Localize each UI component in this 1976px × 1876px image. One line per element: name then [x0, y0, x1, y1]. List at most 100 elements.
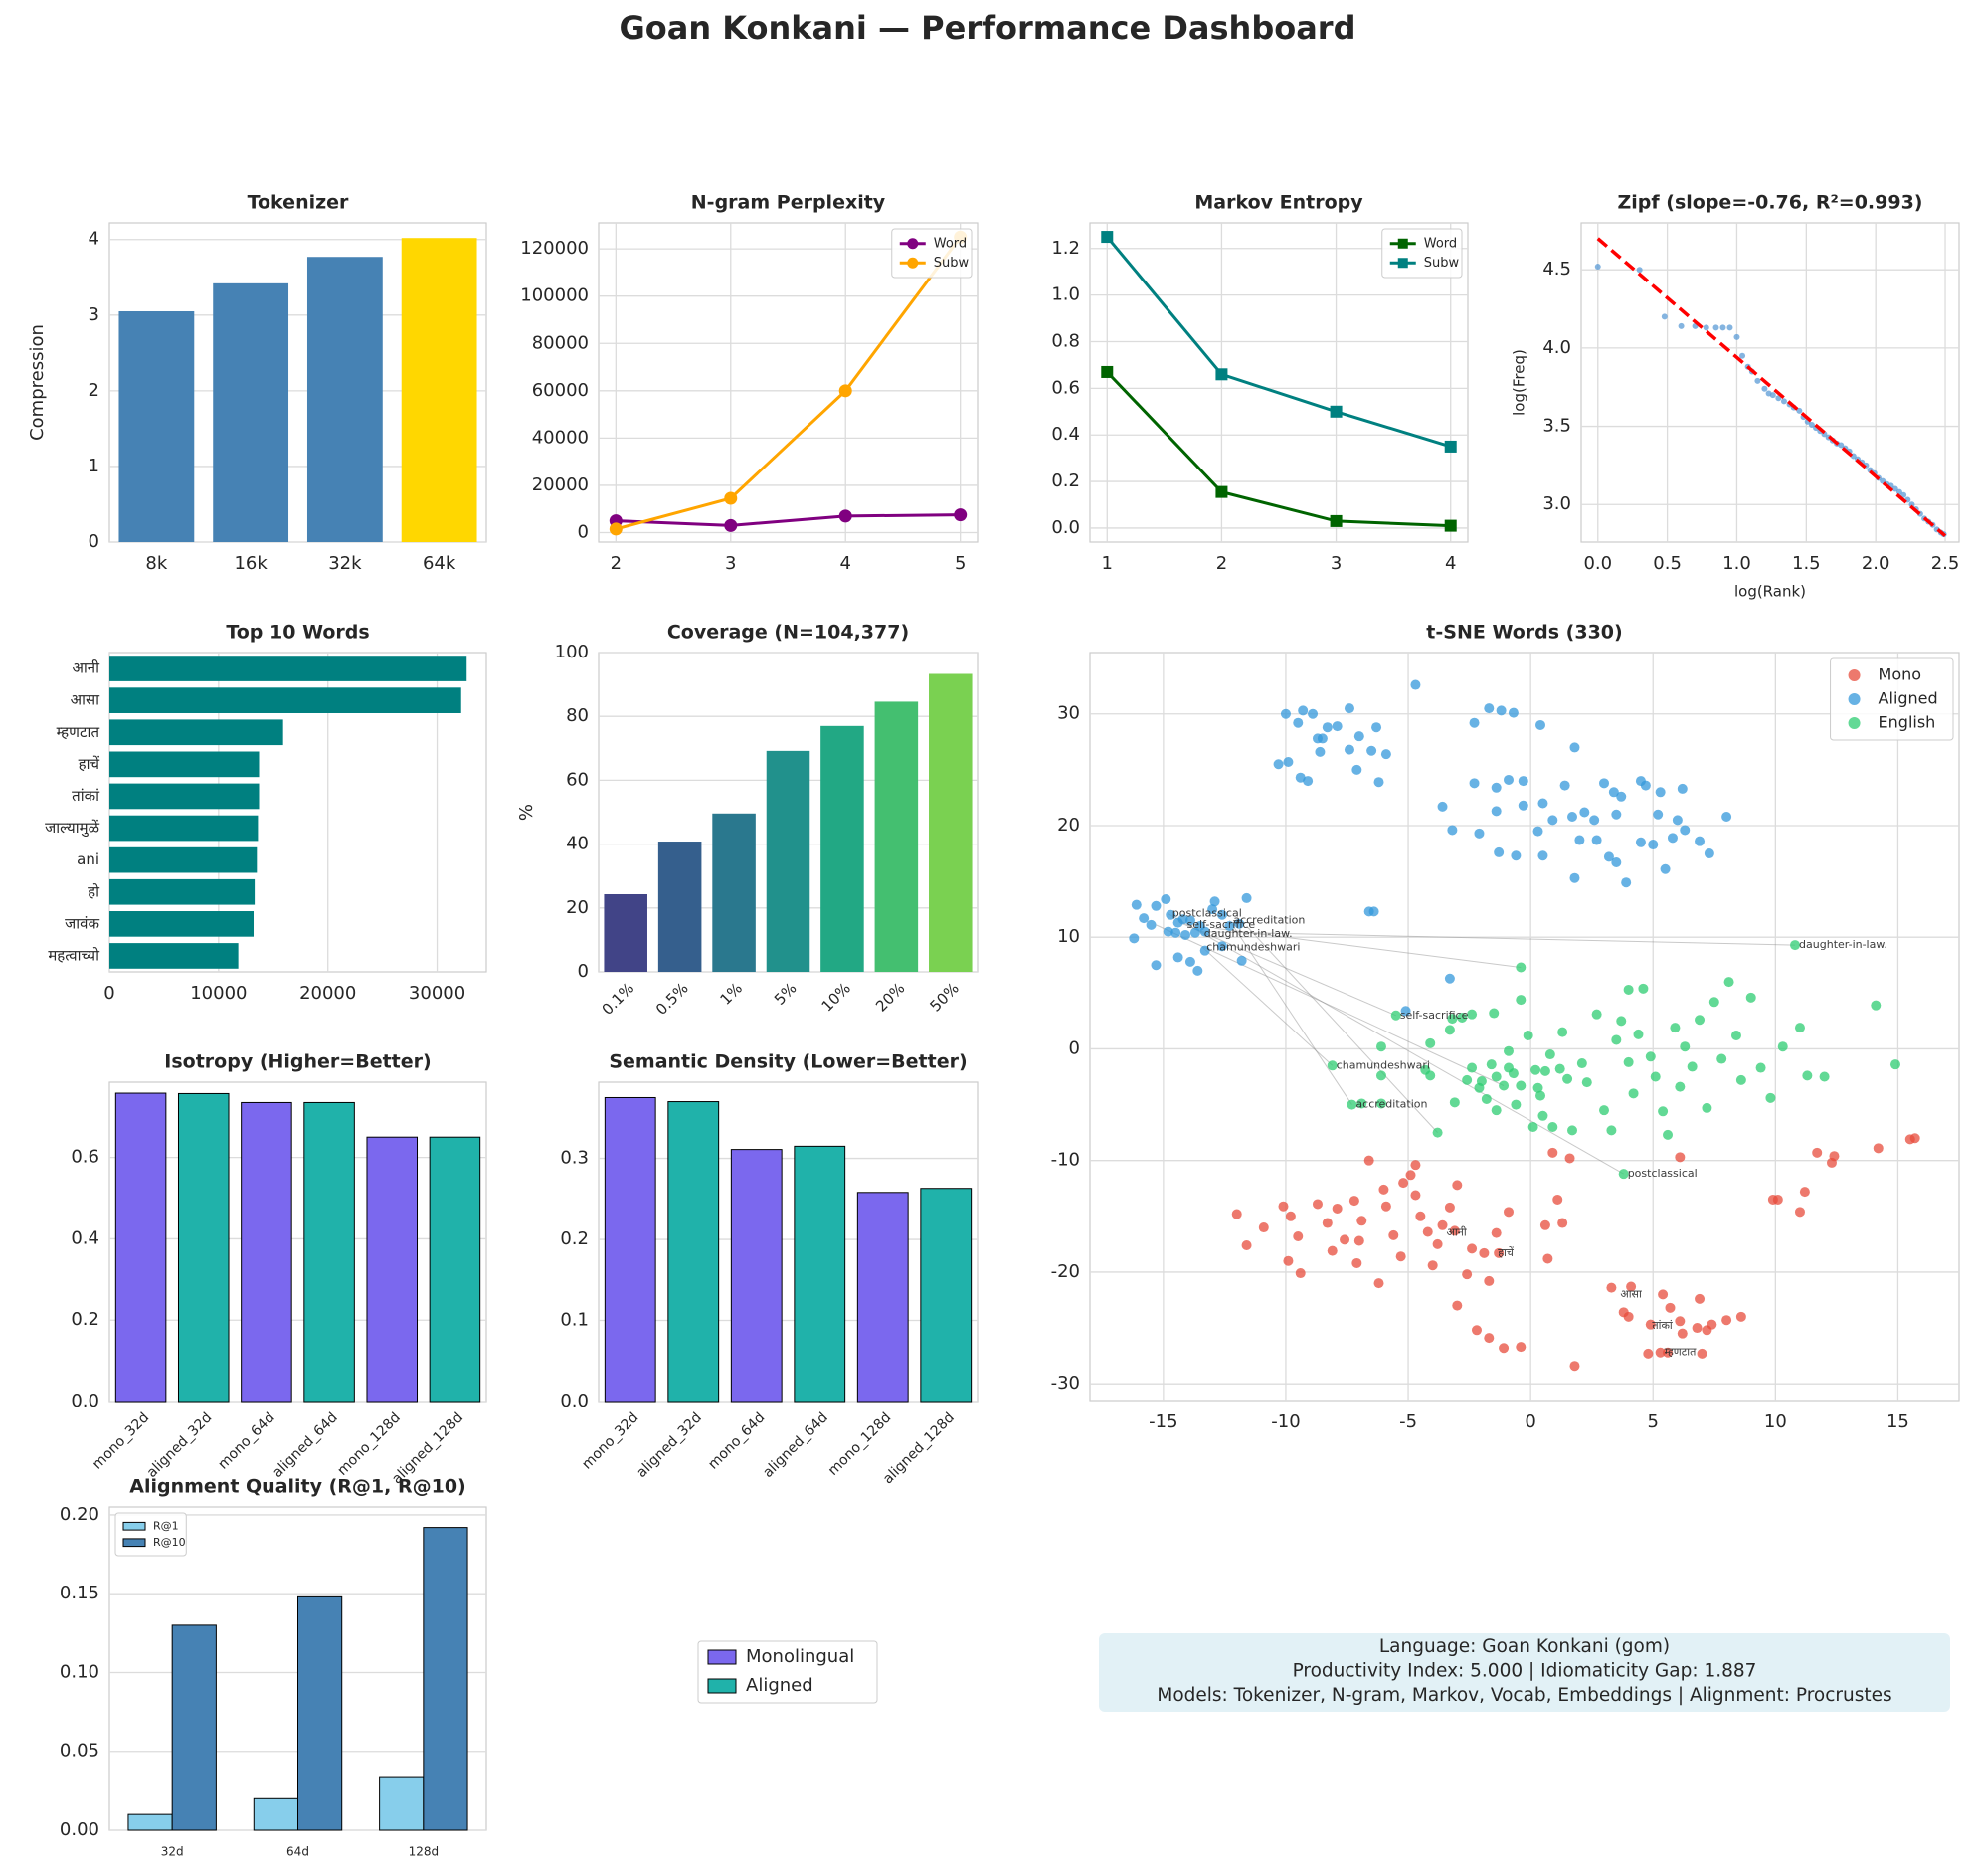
point — [1723, 977, 1734, 988]
point — [1569, 742, 1580, 753]
bar — [766, 750, 810, 972]
chart-panel: Markov Entropy 0.0 0.2 0.4 0.6 0.8 1.0 1.2 1 2 3 4 W… — [1051, 192, 1469, 574]
point — [1199, 926, 1210, 937]
alignment-link — [1201, 946, 1334, 1066]
x-tick-label: 5 — [1648, 1411, 1659, 1432]
bar — [109, 719, 283, 746]
y-tick-label: तांकां — [72, 787, 100, 805]
y-tick-label: 0.2 — [1051, 470, 1080, 491]
point — [1180, 929, 1191, 940]
point — [1285, 1211, 1296, 1221]
point — [1726, 324, 1733, 331]
x-tick-label: 32d — [161, 1845, 184, 1859]
y-tick-label: -30 — [1051, 1373, 1080, 1394]
point-annotation: self-sacrifice — [1400, 1009, 1469, 1022]
chart-panel: Alignment Quality (R@1, R@10) 0.00 0.05 0.1… — [60, 1476, 487, 1859]
y-axis-label: log(Freq) — [1511, 349, 1528, 416]
point — [1415, 1211, 1426, 1221]
point — [1216, 941, 1227, 952]
point — [1312, 1199, 1323, 1210]
point — [1447, 1014, 1458, 1025]
point — [1618, 1169, 1629, 1180]
legend-label: Aligned — [1879, 689, 1938, 708]
y-tick-label: 1.2 — [1051, 238, 1080, 259]
legend-label: Subw — [934, 256, 970, 271]
point — [1707, 1319, 1717, 1330]
y-tick-label: 0 — [89, 531, 99, 552]
point — [1508, 1068, 1519, 1079]
point — [1794, 1023, 1805, 1033]
point — [1777, 1041, 1788, 1052]
x-tick-label: 3 — [1331, 553, 1342, 574]
point — [1184, 915, 1195, 926]
legend-swatch — [707, 1678, 737, 1694]
point — [1398, 1178, 1409, 1189]
point — [1692, 1323, 1703, 1334]
point — [1444, 1025, 1455, 1035]
point — [1702, 1102, 1712, 1113]
point — [1224, 920, 1235, 931]
point — [1606, 1125, 1617, 1136]
legend-label: R@1 — [153, 1519, 179, 1532]
point — [1503, 1045, 1514, 1056]
point — [1658, 1106, 1669, 1117]
point — [1432, 1127, 1443, 1138]
chart-title: Coverage (N=104,377) — [667, 622, 909, 644]
point — [1503, 774, 1514, 785]
point — [1373, 777, 1384, 788]
point — [1581, 1077, 1592, 1088]
bar — [303, 1101, 355, 1403]
y-tick-label: 0.6 — [71, 1147, 99, 1168]
point — [1539, 1065, 1550, 1076]
point — [1537, 1110, 1548, 1121]
y-tick-label: 1 — [89, 456, 99, 476]
y-tick-label: 40000 — [532, 427, 589, 448]
marker — [838, 509, 852, 523]
point — [1611, 1034, 1622, 1045]
point — [1511, 1099, 1522, 1110]
chart-title: Top 10 Words — [226, 622, 369, 644]
point — [1295, 1268, 1306, 1279]
point — [1658, 1289, 1669, 1300]
point — [1427, 1260, 1438, 1271]
y-tick-label: 4 — [89, 229, 99, 250]
point — [1499, 1343, 1510, 1354]
x-tick-label: 20000 — [299, 983, 356, 1004]
marker — [609, 522, 623, 536]
point — [1621, 877, 1632, 888]
point — [1579, 807, 1590, 818]
chart-panel: N-gram Perplexity 0 20000 40000 60000 80000 10… — [520, 192, 979, 574]
point — [1172, 952, 1183, 963]
legend-label: Monolingual — [746, 1646, 854, 1667]
point — [1234, 918, 1245, 929]
point — [1351, 1257, 1362, 1268]
point — [1516, 1080, 1527, 1091]
point — [1655, 1347, 1666, 1358]
point — [1891, 485, 1898, 492]
point — [1177, 914, 1188, 925]
point — [1375, 1041, 1386, 1052]
bar — [366, 1136, 419, 1403]
point — [1765, 1092, 1776, 1103]
point — [1735, 1074, 1746, 1085]
point — [1730, 1030, 1741, 1040]
point — [1293, 1231, 1304, 1242]
point — [1608, 787, 1619, 798]
point — [1569, 1361, 1580, 1372]
point — [1491, 782, 1502, 793]
x-tick-label: 5 — [955, 553, 966, 574]
info-line: Models: Tokenizer, N-gram, Markov, Vocab… — [1157, 1685, 1891, 1706]
point — [1569, 872, 1580, 883]
point — [1537, 850, 1548, 861]
y-tick-label: जाल्यामुळें — [45, 819, 99, 838]
point — [1623, 1311, 1634, 1322]
legend-swatch — [1848, 669, 1861, 681]
marker — [1444, 519, 1457, 532]
point — [1258, 1222, 1269, 1233]
y-tick-label: 40 — [566, 834, 589, 854]
point — [1508, 707, 1519, 718]
bar — [109, 846, 258, 873]
bar — [109, 911, 255, 937]
point — [1462, 1269, 1473, 1280]
